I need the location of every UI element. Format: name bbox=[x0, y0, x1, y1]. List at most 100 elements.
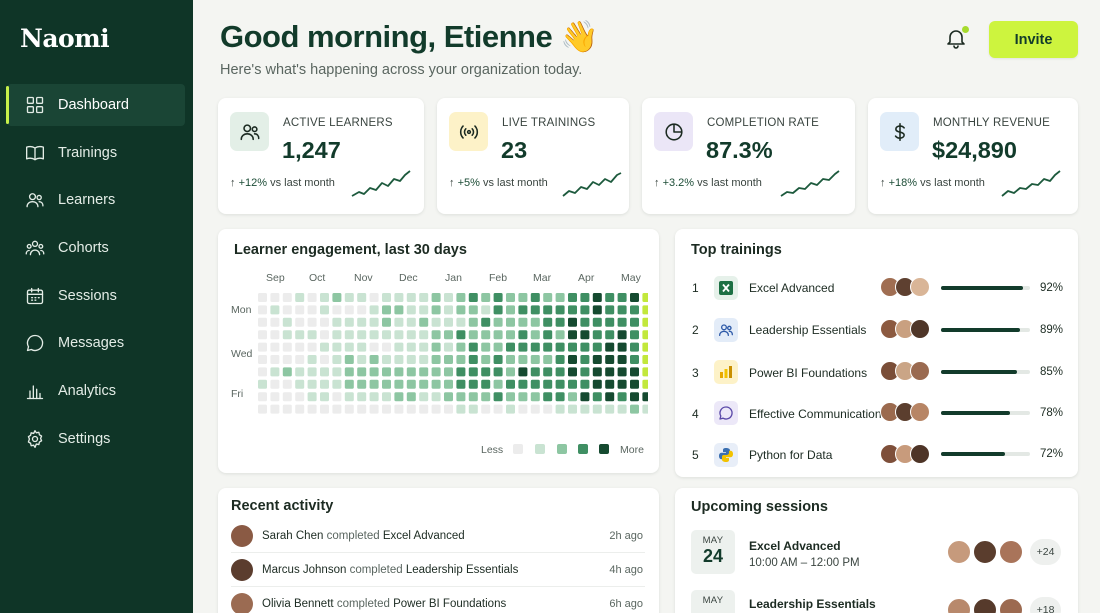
stat-card-active-learners[interactable]: ACTIVE LEARNERS 1,247 ↑ +12% vs last mon… bbox=[218, 98, 424, 214]
heatmap-cell bbox=[270, 404, 280, 414]
heatmap-cell bbox=[543, 355, 553, 364]
heatmap-cell bbox=[506, 367, 515, 377]
heatmap-cell bbox=[369, 293, 379, 302]
sidebar-item-dashboard[interactable]: Dashboard bbox=[6, 84, 185, 126]
heatmap-cell bbox=[332, 342, 342, 352]
sidebar-item-learners[interactable]: Learners bbox=[7, 179, 185, 221]
heatmap-cell bbox=[530, 392, 540, 402]
heatmap-cell bbox=[530, 330, 540, 340]
heatmap-cell bbox=[419, 342, 429, 352]
notifications-button[interactable] bbox=[944, 26, 969, 52]
heatmap-cell bbox=[555, 342, 565, 352]
heatmap-cell bbox=[295, 330, 305, 340]
heatmap-cell bbox=[258, 293, 267, 302]
heatmap-cell bbox=[406, 404, 416, 414]
heatmap-cell bbox=[382, 342, 391, 352]
invite-button[interactable]: Invite bbox=[989, 21, 1078, 58]
top-trainings-title: Top trainings bbox=[691, 242, 782, 258]
heatmap-cell bbox=[605, 404, 615, 414]
heatmap-cell bbox=[506, 330, 515, 340]
heatmap-cell bbox=[357, 404, 367, 414]
heatmap-cell bbox=[543, 392, 553, 402]
heatmap-cell bbox=[431, 355, 441, 364]
activity-course: Excel Advanced bbox=[382, 530, 465, 542]
heatmap-cell bbox=[332, 367, 342, 377]
heatmap-cell bbox=[295, 367, 305, 377]
heatmap-cell bbox=[568, 355, 577, 364]
stat-card-completion-rate[interactable]: COMPLETION RATE 87.3% ↑ +3.2% vs last mo… bbox=[642, 98, 855, 214]
heatmap-cell bbox=[468, 355, 478, 364]
heatmap-cell bbox=[307, 392, 317, 402]
progress-bar bbox=[941, 370, 1030, 374]
heatmap-cell bbox=[617, 379, 627, 389]
heatmap-cell bbox=[568, 330, 577, 340]
heatmap-cell bbox=[555, 379, 565, 389]
heatmap-cell bbox=[344, 392, 354, 402]
heatmap-cell bbox=[431, 404, 441, 414]
heatmap-cell bbox=[468, 305, 478, 315]
heatmap-cell bbox=[568, 367, 577, 377]
heatmap-cell bbox=[369, 404, 379, 414]
avatar bbox=[998, 539, 1024, 565]
sparkline bbox=[562, 172, 622, 197]
heatmap-cell bbox=[444, 330, 453, 340]
heatmap-cell bbox=[592, 317, 602, 327]
sidebar-item-sessions[interactable]: Sessions bbox=[7, 275, 185, 317]
page-title: Good morning, Etienne 👋 bbox=[220, 19, 599, 54]
attendee-avatars bbox=[946, 539, 1026, 565]
heatmap-cell bbox=[444, 317, 453, 327]
heatmap-cell bbox=[568, 404, 577, 414]
heatmap-cell bbox=[344, 404, 354, 414]
upcoming-sessions-title: Upcoming sessions bbox=[691, 499, 828, 515]
training-percent: 85% bbox=[1040, 366, 1064, 378]
brand-logo[interactable]: Naomi bbox=[20, 24, 110, 53]
activity-verb: completed bbox=[349, 564, 403, 576]
activity-time: 4h ago bbox=[609, 564, 643, 576]
heatmap-cell bbox=[357, 330, 367, 340]
heatmap-cell bbox=[307, 355, 317, 364]
heatmap-cell bbox=[493, 342, 503, 352]
heatmap-cell bbox=[431, 305, 441, 315]
heatmap-cell bbox=[592, 342, 602, 352]
heatmap-cell bbox=[617, 305, 627, 315]
heatmap-cell bbox=[295, 317, 305, 327]
stat-card-live-trainings[interactable]: LIVE TRAININGS 23 ↑ +5% vs last month bbox=[437, 98, 629, 214]
training-name: Excel Advanced bbox=[749, 281, 835, 295]
sidebar-item-trainings[interactable]: Trainings bbox=[7, 132, 185, 174]
avatar bbox=[231, 525, 253, 547]
stat-card-monthly-revenue[interactable]: MONTHLY REVENUE $24,890 ↑ +18% vs last m… bbox=[868, 98, 1078, 214]
avatar bbox=[910, 402, 930, 422]
heatmap-cell bbox=[419, 317, 429, 327]
sparkline bbox=[1001, 170, 1061, 197]
heatmap-cell bbox=[369, 305, 379, 315]
heatmap-cell bbox=[394, 392, 404, 402]
heatmap-cell bbox=[320, 293, 329, 302]
session-time: 10:00 AM – 12:00 PM bbox=[749, 557, 860, 569]
arrow-up-icon: ↑ bbox=[449, 177, 455, 189]
heatmap-cell bbox=[456, 379, 466, 389]
heatmap-cell bbox=[642, 305, 648, 315]
sidebar-item-messages[interactable]: Messages bbox=[7, 322, 185, 364]
activity-time: 6h ago bbox=[609, 598, 643, 610]
heatmap-cell bbox=[258, 317, 267, 327]
more-attendees-badge[interactable]: +18 bbox=[1030, 597, 1061, 613]
sidebar-item-settings[interactable]: Settings bbox=[7, 418, 185, 460]
divider bbox=[231, 552, 645, 553]
heatmap-cell bbox=[270, 367, 280, 377]
heatmap-cell bbox=[493, 330, 503, 340]
progress-bar bbox=[941, 328, 1030, 332]
heatmap-cell bbox=[369, 379, 379, 389]
stat-change-period: vs last month bbox=[482, 177, 548, 189]
heatmap-cell bbox=[568, 305, 577, 315]
heatmap-cell bbox=[282, 317, 292, 327]
sidebar-item-analytics[interactable]: Analytics bbox=[7, 370, 185, 412]
more-attendees-badge[interactable]: +24 bbox=[1030, 539, 1061, 565]
heatmap-cell bbox=[617, 342, 627, 352]
heatmap-cell bbox=[580, 317, 590, 327]
heatmap-cell bbox=[394, 367, 404, 377]
heatmap-cell bbox=[431, 342, 441, 352]
sidebar-item-cohorts[interactable]: Cohorts bbox=[7, 227, 185, 269]
heatmap-cell bbox=[258, 305, 267, 315]
heatmap-cell bbox=[406, 367, 416, 377]
recent-activity-title: Recent activity bbox=[231, 498, 334, 514]
